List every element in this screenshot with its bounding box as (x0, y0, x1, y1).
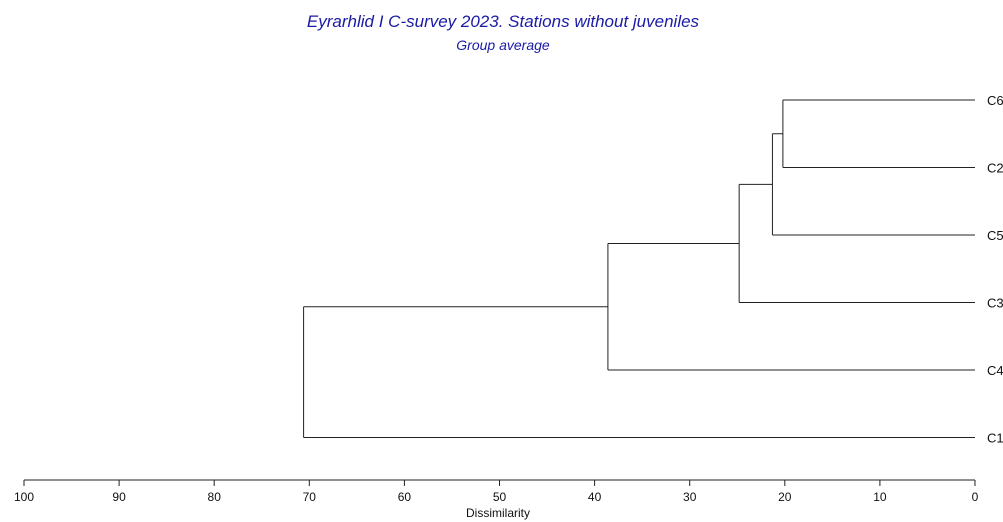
dendrogram-branches (303, 99, 975, 438)
leaf-label: C2 (987, 161, 1003, 176)
leaf-labels: C6 C2 C5 C3 C4 C1 (987, 93, 1003, 446)
x-tick-label: 90 (112, 490, 126, 504)
x-tick-label: 50 (493, 490, 507, 504)
chart-title: Eyrarhlid I C-survey 2023. Stations with… (307, 12, 700, 31)
x-tick-label: 60 (398, 490, 412, 504)
x-tick-label: 30 (683, 490, 697, 504)
leaf-label: C1 (987, 431, 1003, 446)
chart-subtitle: Group average (456, 37, 550, 53)
leaf-label: C4 (987, 363, 1003, 378)
leaf-label: C6 (987, 93, 1003, 108)
x-axis-label: Dissimilarity (466, 506, 530, 520)
x-axis: 100 90 80 70 60 50 40 30 20 10 0 (14, 479, 979, 504)
x-tick-label: 70 (303, 490, 317, 504)
x-tick-label: 0 (972, 490, 979, 504)
leaf-label: C3 (987, 296, 1003, 311)
x-tick-label: 20 (778, 490, 792, 504)
x-tick-label: 40 (588, 490, 602, 504)
x-tick-label: 10 (873, 490, 887, 504)
leaf-label: C5 (987, 228, 1003, 243)
x-tick-label: 80 (208, 490, 222, 504)
x-tick-label: 100 (14, 490, 34, 504)
